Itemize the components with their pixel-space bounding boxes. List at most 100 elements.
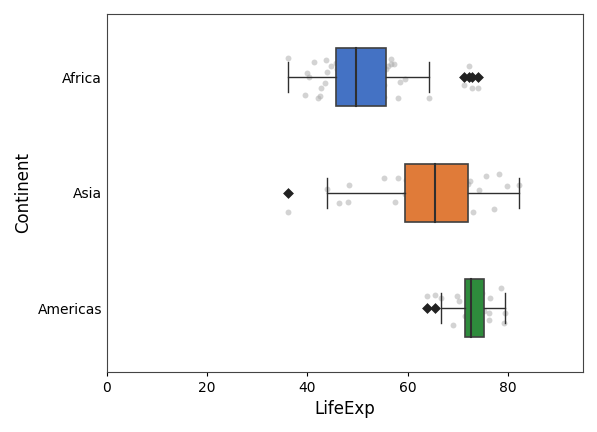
Point [466,178,475,184]
Point [349,92,359,98]
Point [316,92,325,99]
Point [379,93,389,100]
Point [441,178,451,185]
Point [386,60,396,67]
Point [400,76,410,83]
Point [364,54,374,61]
Point [321,57,331,64]
Point [496,285,506,292]
Point [322,69,331,76]
X-axis label: LifeExp: LifeExp [315,400,376,418]
Point [461,318,471,324]
Point [485,310,494,317]
Point [313,94,322,101]
Point [424,95,433,102]
Point [430,292,440,299]
Point [351,83,361,90]
Point [422,175,432,182]
Point [463,312,472,319]
Point [322,186,331,193]
Point [465,295,475,302]
Point [331,59,341,66]
Point [361,80,370,87]
Point [460,203,470,210]
Point [426,194,436,201]
Point [401,176,411,183]
Point [460,313,470,320]
Point [467,74,476,81]
Point [467,84,476,91]
Point [422,292,432,299]
Point [396,79,405,86]
Point [386,55,396,62]
Point [344,67,354,73]
Point [500,309,510,316]
Point [334,200,344,206]
Point [452,293,461,300]
Point [340,65,349,72]
Point [381,65,391,72]
Y-axis label: Continent: Continent [14,152,32,233]
Point [430,200,440,207]
Point [460,74,469,81]
Point [456,178,466,185]
Point [283,189,293,196]
Point [489,205,498,212]
Point [446,179,456,186]
Point [304,73,313,80]
Point [472,319,481,326]
Point [377,93,386,100]
Point [284,55,293,62]
Point [356,68,365,75]
Point [454,298,464,305]
Point [476,322,486,329]
FancyBboxPatch shape [336,48,386,106]
Point [466,289,475,295]
Point [439,183,449,190]
Point [464,74,474,81]
Point [344,182,354,189]
Point [436,295,446,302]
Point [390,199,400,206]
Point [470,318,479,325]
Point [473,74,482,81]
Point [383,63,392,70]
Point [320,79,330,86]
Point [341,57,350,64]
Point [316,85,326,92]
FancyBboxPatch shape [405,164,468,222]
Point [448,322,457,329]
Point [474,187,484,194]
Point [422,305,432,311]
Point [370,64,379,70]
Point [416,202,425,209]
Point [301,92,310,99]
Point [423,173,433,180]
Point [478,290,487,297]
Point [335,86,344,92]
Point [393,94,402,101]
Point [485,294,495,301]
Point [494,171,504,178]
Point [347,84,356,91]
Point [514,181,524,188]
Point [484,317,494,324]
Point [380,81,389,88]
Point [468,209,478,216]
Point [380,175,389,181]
Point [463,180,473,187]
Point [337,75,346,82]
Point [468,289,478,296]
Point [343,199,353,206]
Point [355,70,364,76]
Point [500,319,509,326]
Point [393,175,403,181]
Point [473,85,482,92]
Point [368,80,377,87]
Point [350,76,360,83]
FancyBboxPatch shape [465,279,484,337]
Point [466,289,475,296]
Point [389,61,399,68]
Point [460,81,469,88]
Point [403,189,413,196]
